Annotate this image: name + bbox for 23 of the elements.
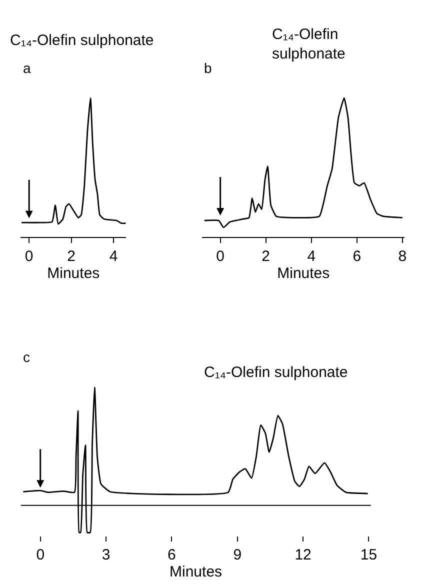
x-tick-label: 8: [398, 248, 407, 266]
x-tick-label: 0: [24, 248, 34, 266]
x-tick-label: 2: [67, 248, 76, 266]
x-tick-label: 9: [233, 546, 242, 564]
text: b: [204, 60, 212, 76]
x-tick-label: 15: [360, 546, 378, 564]
text: c: [23, 349, 30, 365]
chart-title: C₁₄-Olefin sulphonate: [272, 26, 346, 62]
x-axis-title: Minutes: [47, 265, 100, 282]
x-tick-label: 4: [109, 248, 118, 266]
x-tick-label: 3: [102, 546, 110, 564]
chart-title: C₁₄-Olefin sulphonate: [204, 364, 348, 381]
x-axis-title: Minutes: [277, 265, 330, 282]
text: a: [23, 60, 31, 76]
x-tick-label: 2: [262, 248, 270, 266]
x-tick-label: 4: [307, 248, 316, 266]
x-tick-label: 0: [216, 248, 224, 266]
x-tick-label: 0: [36, 546, 45, 564]
x-tick-label: 6: [168, 546, 176, 564]
chart-title: C₁₄-Olefin sulphonate: [10, 32, 154, 49]
x-tick-label: 12: [294, 546, 312, 564]
x-axis-title: Minutes: [170, 563, 222, 580]
x-tick-label: 6: [352, 248, 362, 266]
